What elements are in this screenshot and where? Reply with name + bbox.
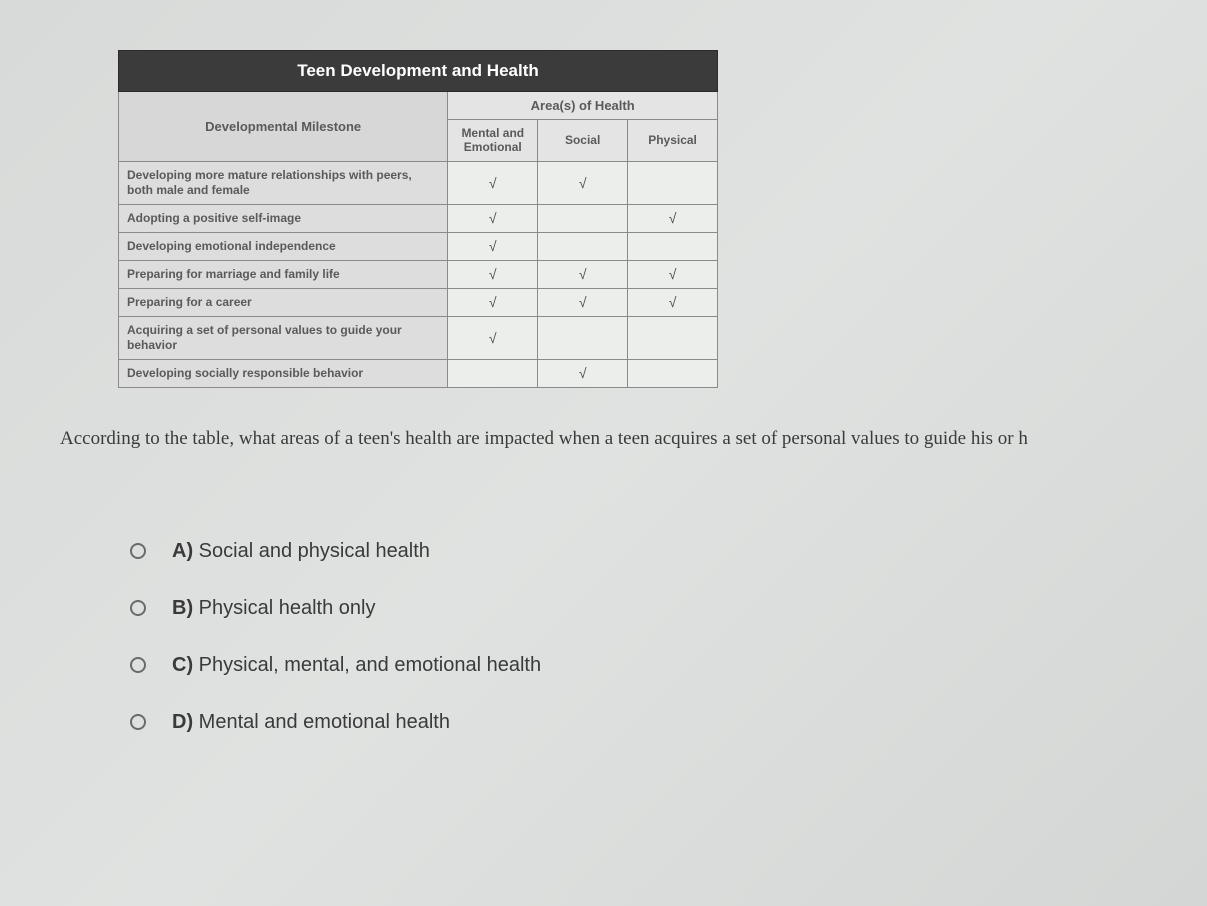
row-label: Adopting a positive self-image bbox=[119, 204, 448, 232]
option-text: B) Physical health only bbox=[172, 597, 375, 620]
header-areas-group: Area(s) of Health bbox=[448, 92, 718, 120]
cell-physical: √ bbox=[628, 204, 718, 232]
row-label: Preparing for a career bbox=[119, 288, 448, 316]
answer-option[interactable]: D) Mental and emotional health bbox=[130, 711, 1207, 734]
table-row: Preparing for a career√√√ bbox=[119, 288, 718, 316]
table-row: Adopting a positive self-image√√ bbox=[119, 204, 718, 232]
answer-option[interactable]: A) Social and physical health bbox=[130, 540, 1207, 563]
cell-social: √ bbox=[538, 359, 628, 387]
page-root: Teen Development and Health Developmenta… bbox=[0, 0, 1207, 906]
cell-mental: √ bbox=[448, 316, 538, 359]
cell-social: √ bbox=[538, 161, 628, 204]
cell-physical: √ bbox=[628, 260, 718, 288]
cell-mental: √ bbox=[448, 161, 538, 204]
development-table: Teen Development and Health Developmenta… bbox=[118, 50, 718, 388]
cell-physical bbox=[628, 316, 718, 359]
radio-icon[interactable] bbox=[130, 714, 146, 730]
table-header-row-1: Developmental Milestone Area(s) of Healt… bbox=[119, 92, 718, 120]
cell-mental: √ bbox=[448, 232, 538, 260]
cell-mental: √ bbox=[448, 288, 538, 316]
table-row: Developing socially responsible behavior… bbox=[119, 359, 718, 387]
answer-option[interactable]: C) Physical, mental, and emotional healt… bbox=[130, 654, 1207, 677]
header-physical: Physical bbox=[628, 120, 718, 162]
cell-social: √ bbox=[538, 288, 628, 316]
table-row: Preparing for marriage and family life√√… bbox=[119, 260, 718, 288]
answer-options: A) Social and physical health B) Physical… bbox=[130, 540, 1207, 734]
radio-icon[interactable] bbox=[130, 600, 146, 616]
table-row: Acquiring a set of personal values to gu… bbox=[119, 316, 718, 359]
table-title-row: Teen Development and Health bbox=[119, 51, 718, 92]
question-text: According to the table, what areas of a … bbox=[60, 428, 1207, 450]
answer-option[interactable]: B) Physical health only bbox=[130, 597, 1207, 620]
cell-mental: √ bbox=[448, 204, 538, 232]
cell-social bbox=[538, 204, 628, 232]
cell-physical bbox=[628, 359, 718, 387]
header-social: Social bbox=[538, 120, 628, 162]
table-container: Teen Development and Health Developmenta… bbox=[118, 50, 718, 388]
cell-physical bbox=[628, 161, 718, 204]
table-body: Developing more mature relationships wit… bbox=[119, 161, 718, 387]
option-label: Physical health only bbox=[199, 597, 376, 619]
row-label: Developing more mature relationships wit… bbox=[119, 161, 448, 204]
cell-social bbox=[538, 232, 628, 260]
cell-physical bbox=[628, 232, 718, 260]
option-letter: B) bbox=[172, 597, 199, 619]
option-letter: C) bbox=[172, 654, 199, 676]
option-label: Mental and emotional health bbox=[199, 711, 450, 733]
row-label: Preparing for marriage and family life bbox=[119, 260, 448, 288]
header-milestone: Developmental Milestone bbox=[119, 92, 448, 162]
cell-social bbox=[538, 316, 628, 359]
radio-icon[interactable] bbox=[130, 543, 146, 559]
row-label: Acquiring a set of personal values to gu… bbox=[119, 316, 448, 359]
option-label: Social and physical health bbox=[199, 540, 430, 562]
header-mental: Mental and Emotional bbox=[448, 120, 538, 162]
option-label: Physical, mental, and emotional health bbox=[199, 654, 541, 676]
option-letter: D) bbox=[172, 711, 199, 733]
cell-mental bbox=[448, 359, 538, 387]
option-letter: A) bbox=[172, 540, 199, 562]
table-row: Developing emotional independence√ bbox=[119, 232, 718, 260]
row-label: Developing emotional independence bbox=[119, 232, 448, 260]
cell-mental: √ bbox=[448, 260, 538, 288]
table-title: Teen Development and Health bbox=[119, 51, 718, 92]
option-text: C) Physical, mental, and emotional healt… bbox=[172, 654, 541, 677]
option-text: A) Social and physical health bbox=[172, 540, 430, 563]
row-label: Developing socially responsible behavior bbox=[119, 359, 448, 387]
cell-physical: √ bbox=[628, 288, 718, 316]
radio-icon[interactable] bbox=[130, 657, 146, 673]
option-text: D) Mental and emotional health bbox=[172, 711, 450, 734]
cell-social: √ bbox=[538, 260, 628, 288]
table-row: Developing more mature relationships wit… bbox=[119, 161, 718, 204]
